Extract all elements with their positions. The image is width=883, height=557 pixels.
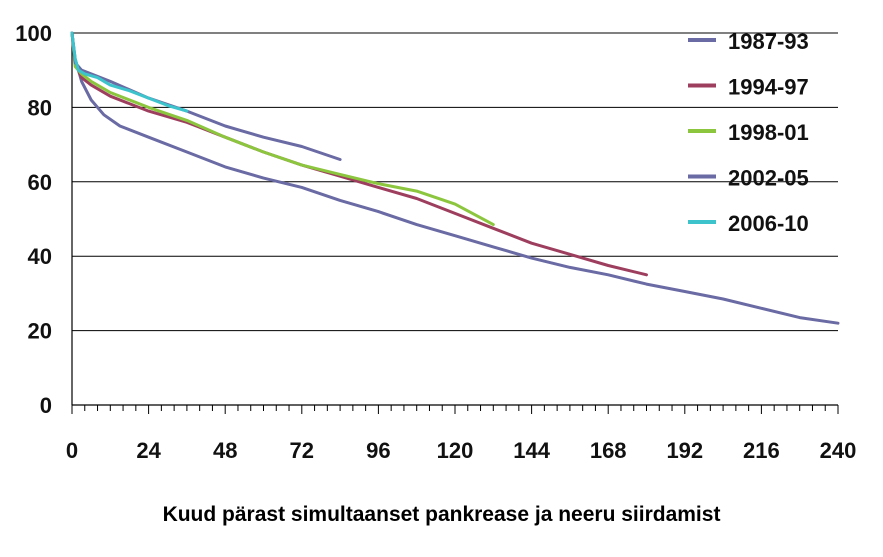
legend-label-1998-01: 1998-01 — [728, 120, 809, 145]
x-tick-label: 24 — [136, 438, 161, 463]
x-tick-label: 144 — [513, 438, 550, 463]
series-lines — [70, 31, 840, 325]
tick-labels: 0 20 40 60 80 100 0 24 48 72 96 120 144 168 192 216 240 — [15, 21, 856, 463]
x-tick-label: 48 — [213, 438, 237, 463]
y-tick-label: 100 — [15, 21, 52, 46]
y-tick-label: 0 — [40, 393, 52, 418]
series-line-1987-93 — [70, 31, 840, 325]
legend: 1987-93 1994-97 1998-01 2002-05 2006-10 — [688, 29, 809, 236]
legend-label-1987-93: 1987-93 — [728, 29, 809, 54]
series-line-2006-10 — [70, 31, 189, 113]
series-line-1998-01 — [70, 31, 495, 227]
x-tick-label: 72 — [290, 438, 314, 463]
y-tick-label: 20 — [28, 319, 52, 344]
legend-label-1994-97: 1994-97 — [728, 75, 809, 100]
y-tick-label: 60 — [28, 170, 52, 195]
legend-label-2006-10: 2006-10 — [728, 211, 809, 236]
y-tick-label: 40 — [28, 244, 52, 269]
gridlines — [72, 32, 838, 332]
x-tick-label: 240 — [820, 438, 857, 463]
x-tick-label: 192 — [666, 438, 703, 463]
x-tick-label: 168 — [590, 438, 627, 463]
y-tick-label: 80 — [28, 95, 52, 120]
x-axis-label: Kuud pärast simultaanset pankrease ja ne… — [162, 503, 721, 526]
x-tick-label: 0 — [66, 438, 78, 463]
series-line-1994-97 — [70, 31, 648, 277]
x-tick-label: 120 — [437, 438, 474, 463]
legend-label-2002-05: 2002-05 — [728, 166, 809, 191]
axes — [71, 33, 839, 414]
x-tick-label: 216 — [743, 438, 780, 463]
x-tick-label: 96 — [366, 438, 390, 463]
